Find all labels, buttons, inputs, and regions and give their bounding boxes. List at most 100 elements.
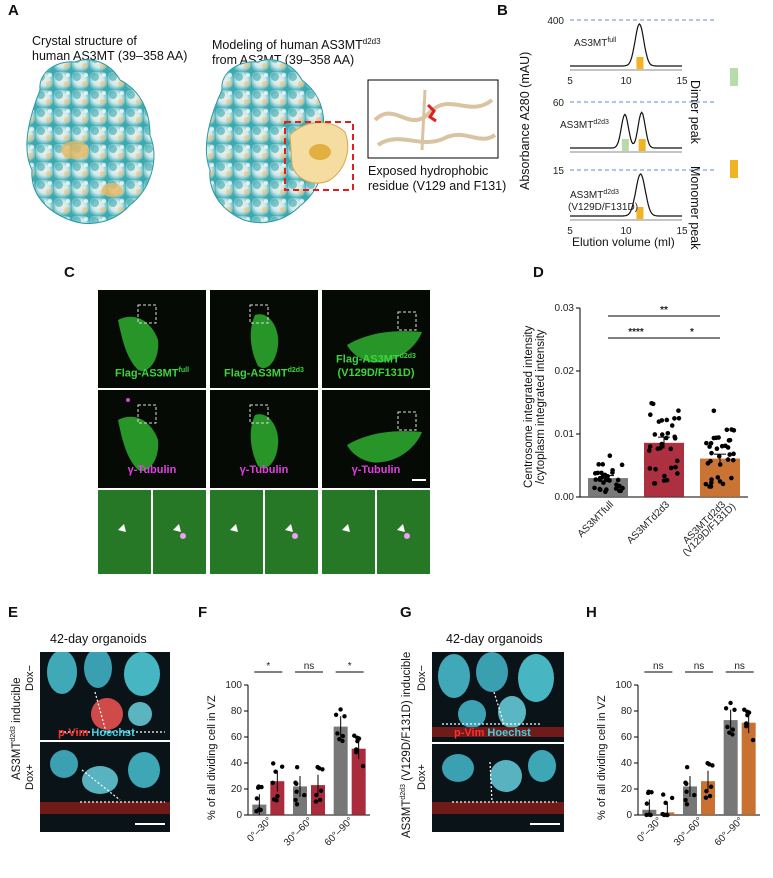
d-point [596,462,601,467]
d-point [646,448,652,453]
point [704,788,709,794]
d-point [726,438,732,443]
point [750,737,756,743]
d-point [593,477,599,482]
point [649,790,654,795]
point [320,767,325,772]
d-point [672,436,678,441]
zoom-box [137,304,157,324]
zoom-inset [377,490,430,574]
point [742,707,747,712]
g-dox-plus: Dox+ [416,764,428,790]
d-point [723,443,728,449]
d-point [717,479,723,484]
trace-ymax-label: 400 [547,16,564,27]
sig-label: ns [694,661,705,672]
point [259,784,264,790]
point [302,792,307,798]
point [279,764,285,769]
d-point [675,458,680,464]
d-point [731,451,736,457]
point [273,769,278,774]
b-xtick-label: 10 [620,226,632,237]
d-point [602,472,608,478]
xtick-label: 0°–30° [245,815,274,844]
d-point [709,477,714,482]
d-point [664,477,670,483]
point [705,760,710,766]
d-xtick-label: AS3MTfull [576,499,616,539]
arrowhead-marker [230,524,238,532]
e-stain-red: p-Vim [58,727,89,739]
point [317,797,323,803]
g-stain-red: p-Vim [454,727,485,739]
d-point [711,408,717,414]
d-point [729,475,734,481]
b-xtick-label: 5 [567,226,573,237]
g-stain-cyan: Hoechst [487,727,531,739]
microscopy-tile: Flag-AS3MTd2d3 (V129D/F131D) [322,290,430,388]
d-point [714,446,720,452]
zoom-drawing [265,490,318,574]
d-point [705,461,711,466]
point [728,700,733,706]
d-sig-1-3-label: ** [660,305,668,316]
d-point [618,488,624,494]
ytick-label: 80 [231,706,243,717]
ytick-label: 0 [626,810,632,821]
point [254,796,260,801]
point [294,789,299,794]
zoomed-residue-inset [367,79,499,159]
sig-label: * [266,661,270,672]
arrowhead-marker [118,524,126,532]
chromatogram-trace [570,111,682,149]
d-point [597,486,603,492]
d-ytick-label: 0.03 [555,303,575,314]
e-dox-minus: Dox− [24,665,36,691]
point [270,780,275,786]
d-point [647,466,653,471]
d-point [652,432,658,437]
zoom-inset [153,490,206,574]
monomer-peak-mark [638,139,646,151]
d-point [603,489,608,495]
d-point [669,423,675,428]
d-point [709,450,714,456]
sig-label: * [348,661,352,672]
e-dox-plus: Dox+ [24,764,36,790]
point [648,812,653,818]
panel-letter-a: A [8,2,19,19]
d-sig-1-2-label: **** [628,327,644,338]
d-point [592,485,597,491]
monomer-peak-mark [636,207,644,219]
d-point [595,470,601,476]
g-stain-legend: p-Vim Hoechst [454,727,531,739]
point [665,812,670,818]
d-point [600,462,606,467]
d-point [675,471,680,476]
cell-drawing [347,311,422,363]
d-point [730,457,736,463]
ytick-label: 80 [621,706,633,717]
zoom-drawing [153,490,206,574]
d-point [656,419,662,424]
point [342,714,347,719]
zoom-box [137,404,157,424]
d-ylabel-line-1: Centrosome integrated intensity [523,325,535,488]
point [352,733,357,738]
point [340,733,346,739]
d-point [673,464,678,470]
gamma-tubulin-label: γ-Tubulin [127,464,177,476]
point [745,712,750,718]
flag-label: Flag-AS3MTd2d3 (V129D/F131D) [336,353,416,379]
point [340,738,345,744]
centrosome-dot [404,533,410,539]
d-point [647,444,653,449]
point [730,727,736,732]
point [271,761,276,766]
d-point [664,417,670,423]
d-point [668,465,674,471]
point [318,788,324,793]
b-xtick-label: 15 [676,226,688,237]
